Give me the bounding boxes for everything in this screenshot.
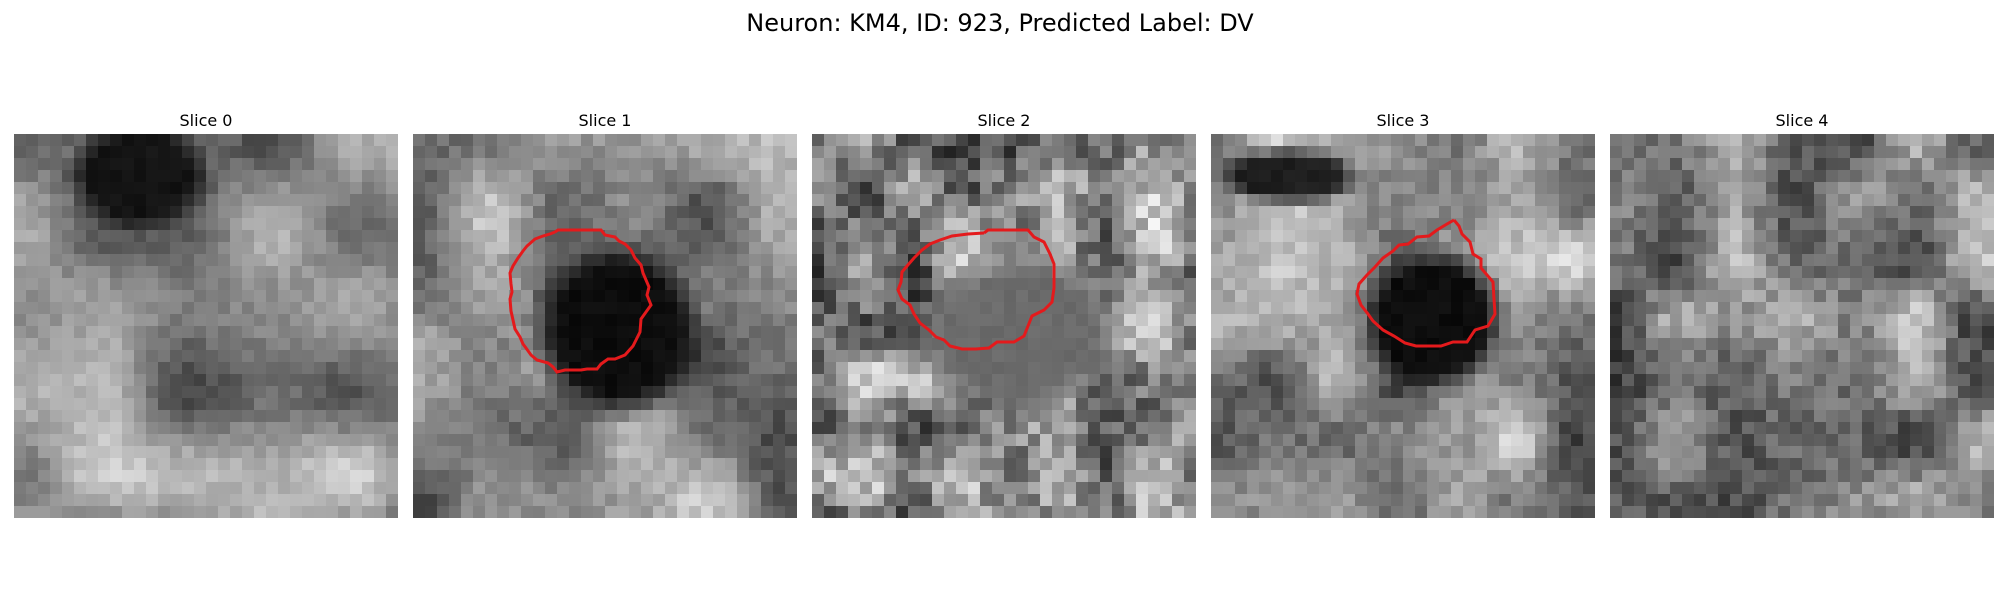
slice-title: Slice 3	[1376, 111, 1430, 130]
figure-title: Neuron: KM4, ID: 923, Predicted Label: D…	[746, 9, 1254, 37]
cell-contour-overlay	[896, 228, 1056, 351]
cell-contour	[508, 228, 653, 374]
grayscale-microscopy-image	[1211, 134, 1595, 518]
slice-title: Slice 4	[1775, 111, 1829, 130]
slice-title: Slice 0	[179, 111, 233, 130]
slice-panel-1: Slice 1	[413, 108, 797, 518]
slice-image	[14, 134, 398, 518]
cell-contour-overlay	[508, 228, 653, 374]
grayscale-microscopy-image	[14, 134, 398, 518]
cell-contour	[1355, 218, 1497, 348]
grayscale-microscopy-image	[1610, 134, 1994, 518]
cell-contour	[896, 228, 1056, 351]
slice-image	[1610, 134, 1994, 518]
slice-title: Slice 1	[578, 111, 632, 130]
slice-panel-3: Slice 3	[1211, 108, 1595, 518]
slice-image	[1211, 134, 1595, 518]
grayscale-microscopy-image	[812, 134, 1196, 518]
slice-title: Slice 2	[977, 111, 1031, 130]
slice-image	[413, 134, 797, 518]
slice-panel-2: Slice 2	[812, 108, 1196, 518]
slice-image	[812, 134, 1196, 518]
slice-panel-4: Slice 4	[1610, 108, 1994, 518]
slice-panel-0: Slice 0	[14, 108, 398, 518]
cell-contour-overlay	[1355, 218, 1497, 348]
grayscale-microscopy-image	[413, 134, 797, 518]
